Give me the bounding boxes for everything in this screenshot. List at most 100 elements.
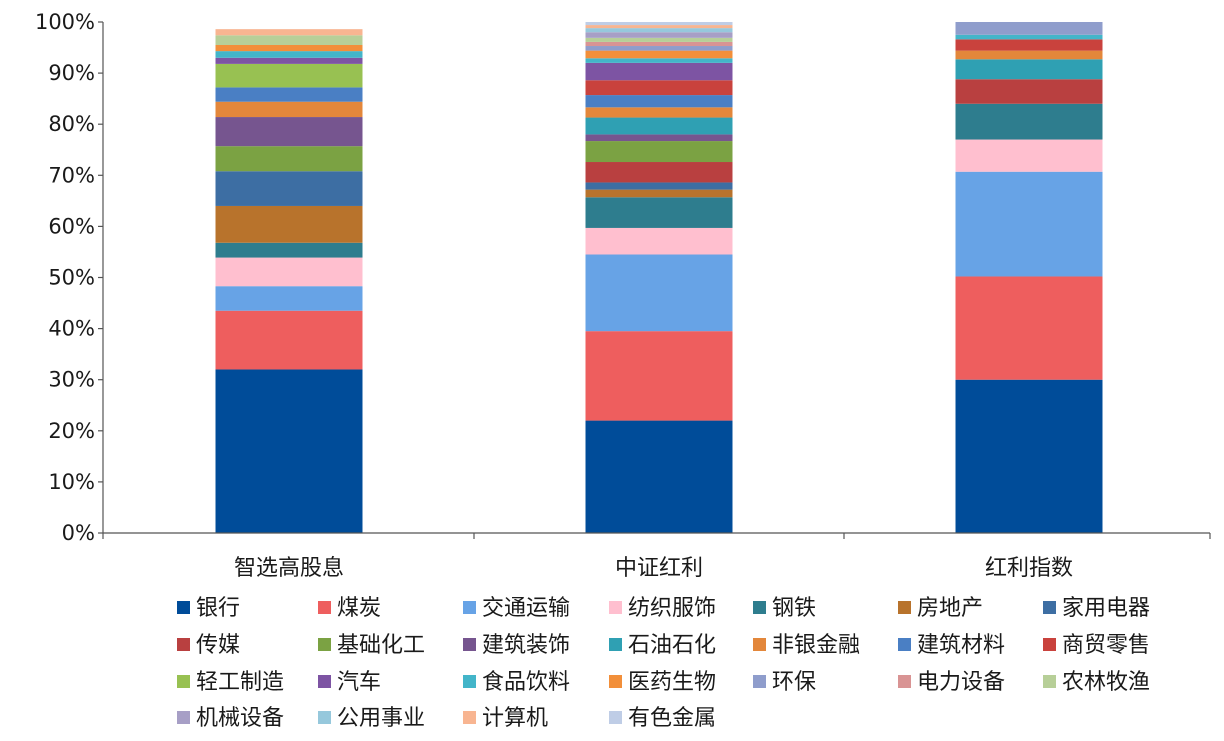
- y-tick-label: 40%: [48, 317, 95, 341]
- bar-segment: [955, 139, 1103, 172]
- bar-segment: [585, 58, 733, 63]
- y-tick-label: 100%: [35, 10, 95, 34]
- bar-segment: [585, 331, 733, 421]
- bar-segment: [585, 197, 733, 228]
- legend-label: 计算机: [482, 706, 548, 731]
- legend-swatch: [318, 638, 331, 651]
- bar-segment: [585, 182, 733, 190]
- legend-swatch: [898, 638, 911, 651]
- legend-label: 食品饮料: [482, 670, 570, 695]
- legend-label: 煤炭: [337, 596, 381, 621]
- bar-segment: [585, 37, 733, 42]
- bar-segment: [955, 39, 1103, 51]
- legend-label: 银行: [196, 596, 240, 621]
- bar-segment: [955, 34, 1103, 40]
- legend-swatch: [177, 711, 190, 724]
- bar-segment: [585, 80, 733, 96]
- legend-swatch: [463, 711, 476, 724]
- legend-swatch: [898, 601, 911, 614]
- legend-swatch: [753, 638, 766, 651]
- bar-segment: [585, 117, 733, 135]
- bar-segment: [585, 62, 733, 81]
- bar-segment: [585, 254, 733, 332]
- bar-segment: [585, 46, 733, 51]
- legend-label: 轻工制造: [196, 670, 284, 695]
- x-category-label: 智选高股息: [234, 556, 344, 581]
- legend-swatch: [463, 601, 476, 614]
- bar-segment: [215, 171, 363, 206]
- legend-swatch: [753, 675, 766, 688]
- bar-segment: [215, 87, 363, 102]
- legend-swatch: [177, 638, 190, 651]
- bar-segment: [215, 286, 363, 311]
- bar-segment: [215, 242, 363, 258]
- legend-label: 基础化工: [337, 633, 425, 658]
- legend-label: 纺织服饰: [628, 596, 716, 621]
- legend-label: 交通运输: [482, 596, 570, 621]
- legend-label: 农林牧渔: [1062, 670, 1150, 695]
- bar-segment: [215, 257, 363, 287]
- bar-segment: [955, 79, 1103, 104]
- legend-swatch: [463, 675, 476, 688]
- bar-segment: [215, 35, 363, 45]
- legend-swatch: [609, 601, 622, 614]
- legend-swatch: [177, 675, 190, 688]
- legend-label: 医药生物: [628, 670, 716, 695]
- y-tick-label: 80%: [48, 112, 95, 136]
- bar-segment: [215, 205, 363, 243]
- legend-swatch: [463, 638, 476, 651]
- y-tick-label: 30%: [48, 368, 95, 392]
- y-tick-label: 50%: [48, 266, 95, 290]
- bar-layer: [215, 22, 1103, 533]
- legend-label: 环保: [772, 670, 816, 695]
- legend-swatch: [609, 675, 622, 688]
- x-category-label: 红利指数: [985, 556, 1073, 581]
- y-tick-label: 60%: [48, 214, 95, 238]
- bar-segment: [215, 44, 363, 52]
- legend-swatch: [318, 675, 331, 688]
- bar-segment: [585, 25, 733, 29]
- legend-label: 钢铁: [772, 596, 816, 621]
- bar-segment: [585, 227, 733, 255]
- bar-segment: [955, 50, 1103, 60]
- bar-segment: [215, 57, 363, 64]
- legend-label: 汽车: [337, 670, 381, 695]
- legend-label: 商贸零售: [1062, 633, 1150, 658]
- bar-segment: [585, 141, 733, 163]
- bar-segment: [955, 59, 1103, 80]
- legend-label: 石油石化: [628, 633, 716, 658]
- y-tick-label: 20%: [48, 419, 95, 443]
- bar-segment: [215, 63, 363, 88]
- legend-swatch: [609, 638, 622, 651]
- bar-segment: [215, 51, 363, 58]
- legend-swatch: [318, 601, 331, 614]
- x-category-label: 中证红利: [615, 556, 703, 581]
- legend-swatch: [753, 601, 766, 614]
- legend-label: 非银金融: [772, 633, 860, 658]
- legend-swatch: [898, 675, 911, 688]
- bar-segment: [215, 369, 363, 533]
- bar-segment: [585, 420, 733, 533]
- legend-swatch: [177, 601, 190, 614]
- axes: 0% 10% 20% 30% 40% 50% 60% 70% 80% 90% 100% 智选高股息 中证…: [35, 10, 1211, 581]
- legend-label: 传媒: [196, 633, 240, 658]
- legend-swatch: [1043, 675, 1056, 688]
- bar-segment: [585, 28, 733, 33]
- legend-label: 建筑材料: [917, 633, 1005, 658]
- bar-segment: [215, 101, 363, 118]
- bar-segment: [215, 117, 363, 147]
- y-tick-label: 90%: [48, 61, 95, 85]
- legend-label: 建筑装饰: [482, 633, 570, 658]
- legend-label: 家用电器: [1062, 596, 1150, 621]
- bar-segment: [215, 29, 363, 36]
- y-tick-label: 70%: [48, 163, 95, 187]
- bar-segment: [955, 171, 1103, 277]
- legend-label: 公用事业: [337, 706, 425, 731]
- bar-segment: [585, 41, 733, 47]
- bar-segment: [585, 189, 733, 198]
- bar-segment: [955, 379, 1103, 533]
- y-tick-label: 0%: [62, 521, 95, 545]
- bar-segment: [585, 32, 733, 38]
- bar-segment: [215, 146, 363, 172]
